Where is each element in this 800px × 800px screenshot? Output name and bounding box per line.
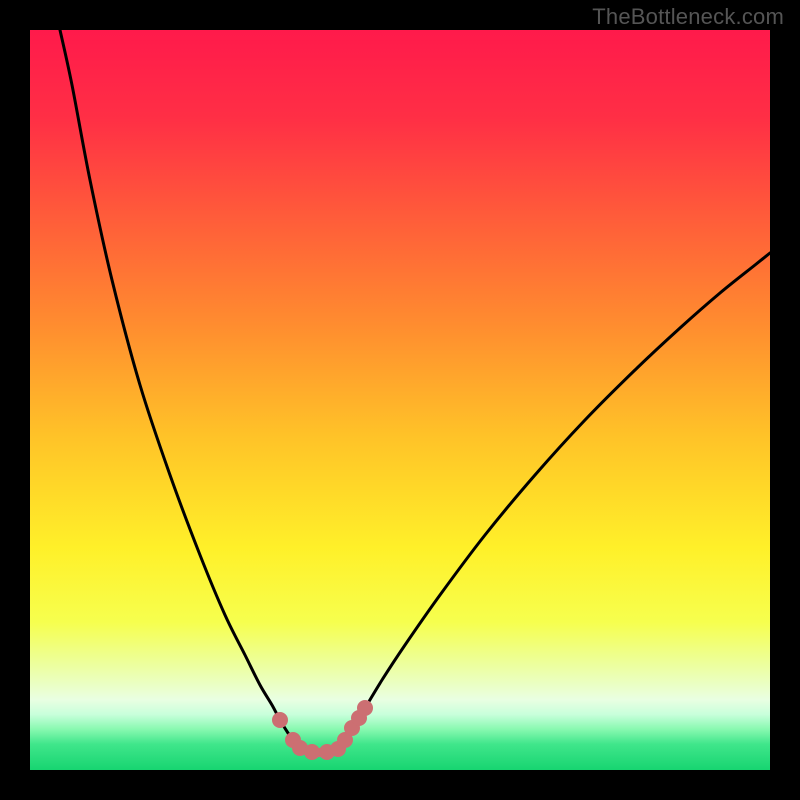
bottleneck-chart [0,0,800,800]
data-marker [357,700,373,716]
plot-background [30,30,770,770]
watermark-text: TheBottleneck.com [592,4,784,30]
data-marker [272,712,288,728]
chart-stage: TheBottleneck.com [0,0,800,800]
data-marker [304,744,320,760]
